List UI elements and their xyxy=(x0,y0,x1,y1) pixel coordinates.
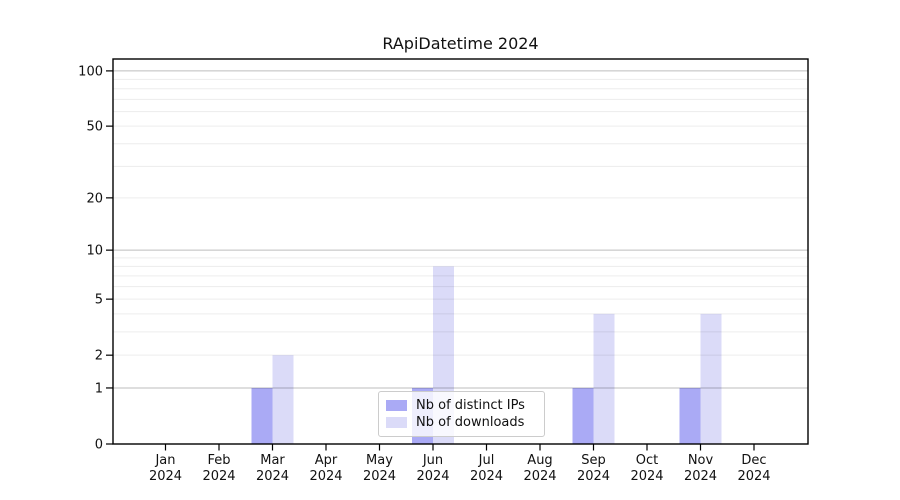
x-tick-label-month: Sep xyxy=(581,453,606,468)
y-tick-label: 5 xyxy=(95,293,103,308)
y-tick-label: 10 xyxy=(86,244,103,259)
x-tick-label-year: 2024 xyxy=(416,469,449,484)
y-tick-label: 2 xyxy=(95,349,103,364)
x-tick-label-year: 2024 xyxy=(630,469,663,484)
x-tick-label-month: Mar xyxy=(260,453,285,468)
x-tick-label-year: 2024 xyxy=(256,469,289,484)
legend-item-distinct-ips: Nb of distinct IPs xyxy=(386,398,536,414)
x-tick-label-year: 2024 xyxy=(577,469,610,484)
legend: Nb of distinct IPs Nb of downloads xyxy=(378,391,545,437)
plot-border xyxy=(112,58,809,445)
y-tick-label: 20 xyxy=(86,191,103,206)
x-tick-label-month: May xyxy=(366,453,393,468)
x-tick-label-month: Dec xyxy=(741,453,766,468)
y-tick-label: 50 xyxy=(86,120,103,135)
bar-downloads xyxy=(700,313,722,444)
x-tick-label-month: Nov xyxy=(688,453,714,468)
x-tick-label-year: 2024 xyxy=(149,469,182,484)
x-tick-label-year: 2024 xyxy=(523,469,556,484)
legend-item-downloads: Nb of downloads xyxy=(386,415,536,431)
x-tick-label-month: Apr xyxy=(315,453,338,468)
y-tick-label: 100 xyxy=(78,64,103,79)
y-tick-label: 0 xyxy=(95,438,103,453)
x-tick-label-year: 2024 xyxy=(309,469,342,484)
x-tick-label-year: 2024 xyxy=(202,469,235,484)
legend-swatch-downloads xyxy=(386,417,407,428)
bar-distinct-ips xyxy=(679,387,701,444)
x-tick-label-year: 2024 xyxy=(737,469,770,484)
bar-distinct-ips xyxy=(251,387,273,444)
x-tick-label-month: Aug xyxy=(527,453,552,468)
x-tick-label-month: Jul xyxy=(478,453,495,468)
bar-distinct-ips xyxy=(572,387,594,444)
legend-swatch-distinct-ips xyxy=(386,400,407,411)
bar-downloads xyxy=(593,313,615,444)
x-tick-label-month: Feb xyxy=(207,453,230,468)
x-tick-label-month: Jan xyxy=(154,453,175,468)
x-tick-label-year: 2024 xyxy=(684,469,717,484)
x-tick-label-month: Jun xyxy=(422,453,443,468)
chart-title: RApiDatetime 2024 xyxy=(382,34,539,53)
bar-downloads xyxy=(272,355,294,444)
x-tick-label-year: 2024 xyxy=(363,469,396,484)
x-tick-label-month: Oct xyxy=(636,453,658,468)
legend-label-downloads: Nb of downloads xyxy=(416,415,525,430)
y-tick-label: 1 xyxy=(95,381,103,396)
legend-label-distinct-ips: Nb of distinct IPs xyxy=(416,398,525,413)
x-tick-label-year: 2024 xyxy=(470,469,503,484)
